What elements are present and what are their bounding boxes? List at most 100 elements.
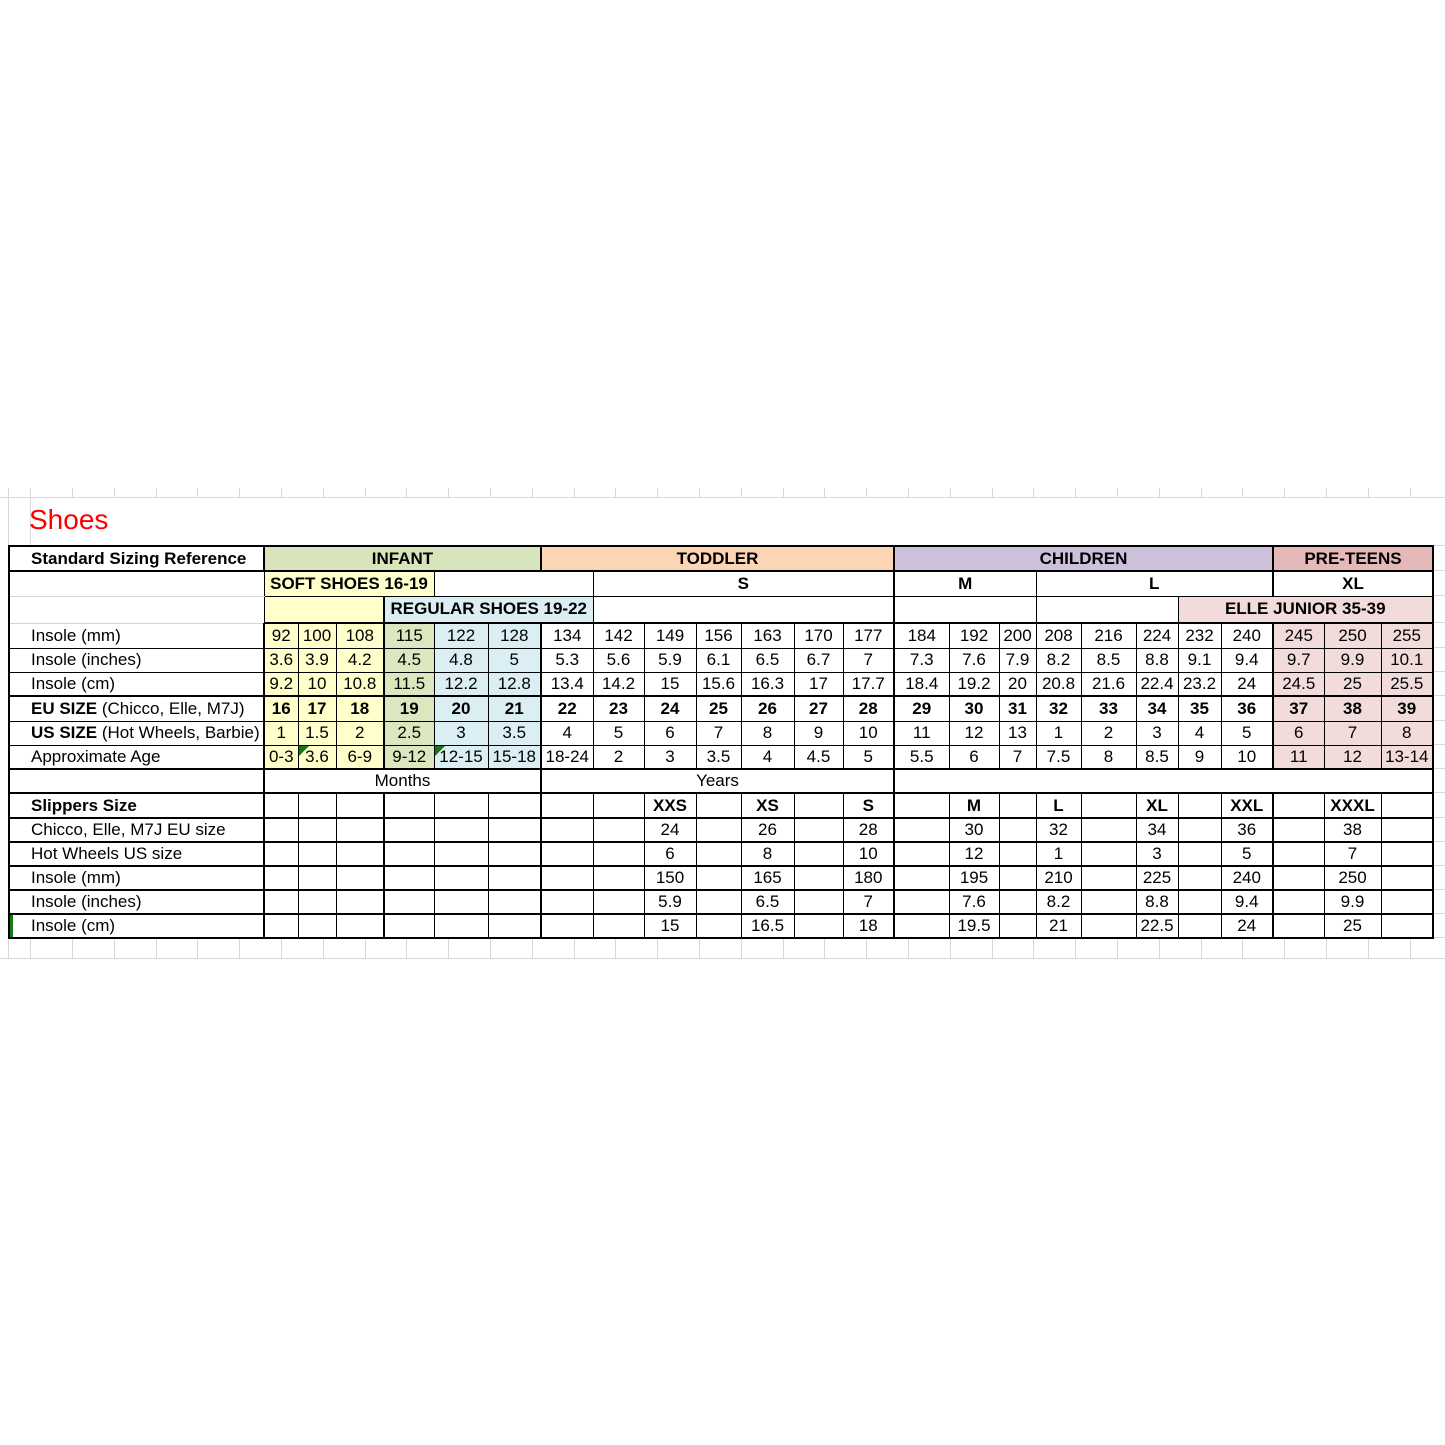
slipper-cell[interactable] xyxy=(695,817,742,843)
data-cell[interactable]: 31 xyxy=(998,695,1037,722)
slippers-title-label[interactable]: Slippers Size xyxy=(8,792,265,819)
data-cell[interactable]: 11.5 xyxy=(383,671,435,697)
data-cell[interactable]: 20 xyxy=(433,695,489,722)
data-cell[interactable]: 156 xyxy=(695,622,742,649)
data-cell[interactable]: 255 xyxy=(1380,622,1434,649)
data-cell[interactable]: 8 xyxy=(740,720,795,746)
range-band-empty[interactable] xyxy=(893,595,1037,624)
data-cell[interactable]: 192 xyxy=(948,622,1000,649)
slipper-cell[interactable] xyxy=(263,817,299,843)
data-cell[interactable]: 39 xyxy=(1380,695,1434,722)
table-corner-label[interactable]: Standard Sizing Reference xyxy=(8,545,265,572)
data-cell[interactable]: 5.3 xyxy=(540,647,594,673)
slipper-size-label[interactable]: XS xyxy=(740,792,795,819)
data-cell[interactable]: 4 xyxy=(540,720,594,746)
slipper-cell[interactable] xyxy=(793,913,844,939)
slipper-cell[interactable] xyxy=(695,841,742,867)
data-cell[interactable]: 8 xyxy=(1080,744,1137,770)
slipper-cell[interactable]: 36 xyxy=(1220,817,1274,843)
slipper-cell[interactable] xyxy=(893,913,950,939)
data-cell[interactable]: 170 xyxy=(793,622,844,649)
slipper-cell[interactable] xyxy=(998,913,1037,939)
data-cell[interactable]: 35 xyxy=(1177,695,1222,722)
data-cell[interactable]: 7.3 xyxy=(893,647,950,673)
data-cell[interactable]: 7 xyxy=(998,744,1037,770)
slipper-cell[interactable] xyxy=(540,792,594,819)
slipper-cell[interactable] xyxy=(592,841,645,867)
data-cell[interactable]: 19.2 xyxy=(948,671,1000,697)
data-cell[interactable]: 19 xyxy=(383,695,435,722)
data-cell[interactable]: 22 xyxy=(540,695,594,722)
slipper-cell[interactable] xyxy=(433,889,489,915)
slipper-cell[interactable]: 24 xyxy=(1220,913,1274,939)
slipper-cell[interactable]: 240 xyxy=(1220,865,1274,891)
slipper-cell[interactable]: 165 xyxy=(740,865,795,891)
data-cell[interactable]: 177 xyxy=(842,622,895,649)
slipper-cell[interactable]: 6 xyxy=(643,841,697,867)
slipper-cell[interactable] xyxy=(1080,841,1137,867)
size-band-soft-shoes-16-19[interactable]: SOFT SHOES 16-19 xyxy=(263,570,435,597)
data-cell[interactable]: 10 xyxy=(842,720,895,746)
data-cell[interactable]: 2 xyxy=(335,720,385,746)
slipper-cell[interactable] xyxy=(383,817,435,843)
slipper-cell[interactable] xyxy=(998,841,1037,867)
slipper-cell[interactable] xyxy=(1080,792,1137,819)
data-cell[interactable]: 21 xyxy=(487,695,542,722)
slipper-cell[interactable]: 15 xyxy=(643,913,697,939)
data-cell[interactable]: 142 xyxy=(592,622,645,649)
slipper-cell[interactable] xyxy=(335,792,385,819)
row-label[interactable]: EU SIZE (Chicco, Elle, M7J) xyxy=(8,695,265,722)
data-cell[interactable]: 3.6 xyxy=(263,647,299,673)
slipper-cell[interactable] xyxy=(695,889,742,915)
data-cell[interactable]: 8.2 xyxy=(1035,647,1082,673)
slipper-cell[interactable] xyxy=(487,889,542,915)
data-cell[interactable]: 200 xyxy=(998,622,1037,649)
slipper-cell[interactable]: 24 xyxy=(643,817,697,843)
data-cell[interactable]: 208 xyxy=(1035,622,1082,649)
slipper-cell[interactable]: 21 xyxy=(1035,913,1082,939)
slipper-cell[interactable] xyxy=(263,865,299,891)
group-header-pre-teens[interactable]: PRE-TEENS xyxy=(1272,545,1434,572)
data-cell[interactable]: 25.5 xyxy=(1380,671,1434,697)
slipper-cell[interactable] xyxy=(1380,792,1434,819)
data-cell[interactable]: 18 xyxy=(335,695,385,722)
data-cell[interactable]: 12 xyxy=(948,720,1000,746)
page-title[interactable]: Shoes xyxy=(29,504,109,535)
row-label[interactable] xyxy=(9,571,264,597)
row-label[interactable]: Hot Wheels US size xyxy=(8,841,265,867)
data-cell[interactable]: 7.6 xyxy=(948,647,1000,673)
slipper-cell[interactable] xyxy=(297,817,337,843)
data-cell[interactable]: 33 xyxy=(1080,695,1137,722)
data-cell[interactable]: 7.9 xyxy=(998,647,1037,673)
slipper-cell[interactable] xyxy=(297,913,337,939)
data-cell[interactable]: 9.2 xyxy=(263,671,299,697)
data-cell[interactable]: 13.4 xyxy=(540,671,594,697)
data-cell[interactable]: 115 xyxy=(383,622,435,649)
data-cell[interactable]: 245 xyxy=(1272,622,1325,649)
slipper-cell[interactable] xyxy=(1272,792,1325,819)
data-cell[interactable]: 9 xyxy=(793,720,844,746)
slipper-cell[interactable] xyxy=(1272,817,1325,843)
slipper-size-label[interactable]: XL xyxy=(1135,792,1179,819)
data-cell[interactable]: 3.6 xyxy=(297,744,337,770)
data-cell[interactable]: 8 xyxy=(1380,720,1434,746)
slipper-cell[interactable] xyxy=(695,913,742,939)
data-cell[interactable]: 250 xyxy=(1323,622,1382,649)
data-cell[interactable]: 18.4 xyxy=(893,671,950,697)
slipper-cell[interactable] xyxy=(383,792,435,819)
slipper-cell[interactable]: 5 xyxy=(1220,841,1274,867)
data-cell[interactable]: 5 xyxy=(487,647,542,673)
size-band-xl[interactable]: XL xyxy=(1272,570,1434,597)
slipper-cell[interactable] xyxy=(263,913,299,939)
data-cell[interactable]: 128 xyxy=(487,622,542,649)
slipper-size-label[interactable]: S xyxy=(842,792,895,819)
slipper-cell[interactable] xyxy=(893,841,950,867)
slipper-cell[interactable] xyxy=(893,865,950,891)
slipper-cell[interactable]: 38 xyxy=(1323,817,1382,843)
slipper-cell[interactable] xyxy=(998,865,1037,891)
data-cell[interactable]: 6 xyxy=(948,744,1000,770)
slipper-cell[interactable]: 3 xyxy=(1135,841,1179,867)
data-cell[interactable]: 2 xyxy=(1080,720,1137,746)
data-cell[interactable]: 9 xyxy=(1177,744,1222,770)
slipper-cell[interactable] xyxy=(592,792,645,819)
